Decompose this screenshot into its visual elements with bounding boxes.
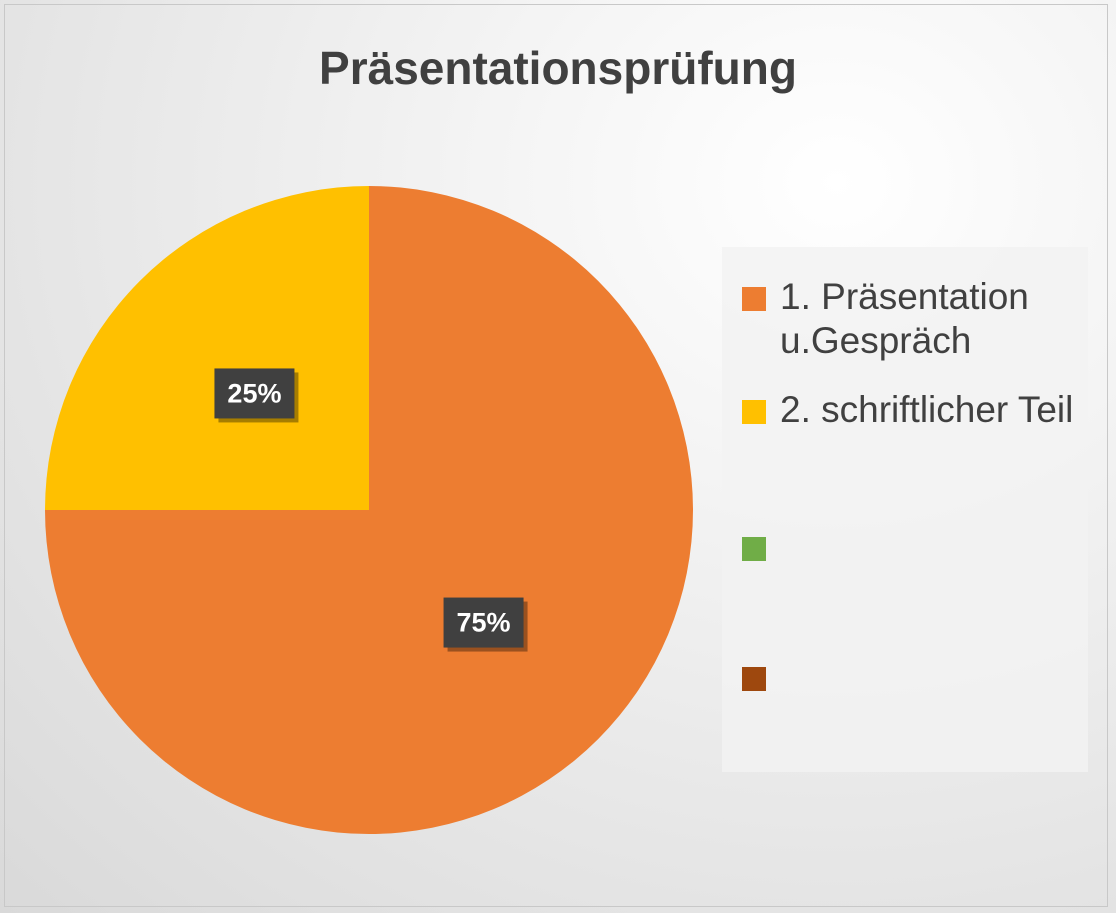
legend-swatch — [742, 400, 766, 424]
legend-label: 1. Präsentation u.Gespräch — [780, 276, 1029, 361]
data-label: 25% — [227, 379, 281, 409]
data-label-box — [214, 368, 295, 419]
legend-swatch — [742, 667, 766, 691]
data-label: 75% — [457, 608, 511, 638]
legend: 1. Präsentation u.Gespräch 2. schriftlich… — [722, 247, 1088, 772]
legend-label: 2. schriftlicher Teil — [780, 389, 1074, 430]
legend-swatch — [742, 287, 766, 311]
chart-border — [4, 4, 1108, 907]
chart-title: Präsentationsprüfung — [319, 42, 797, 94]
pie-slice — [45, 186, 369, 510]
legend-swatch — [742, 537, 766, 561]
data-label-box — [443, 597, 524, 648]
